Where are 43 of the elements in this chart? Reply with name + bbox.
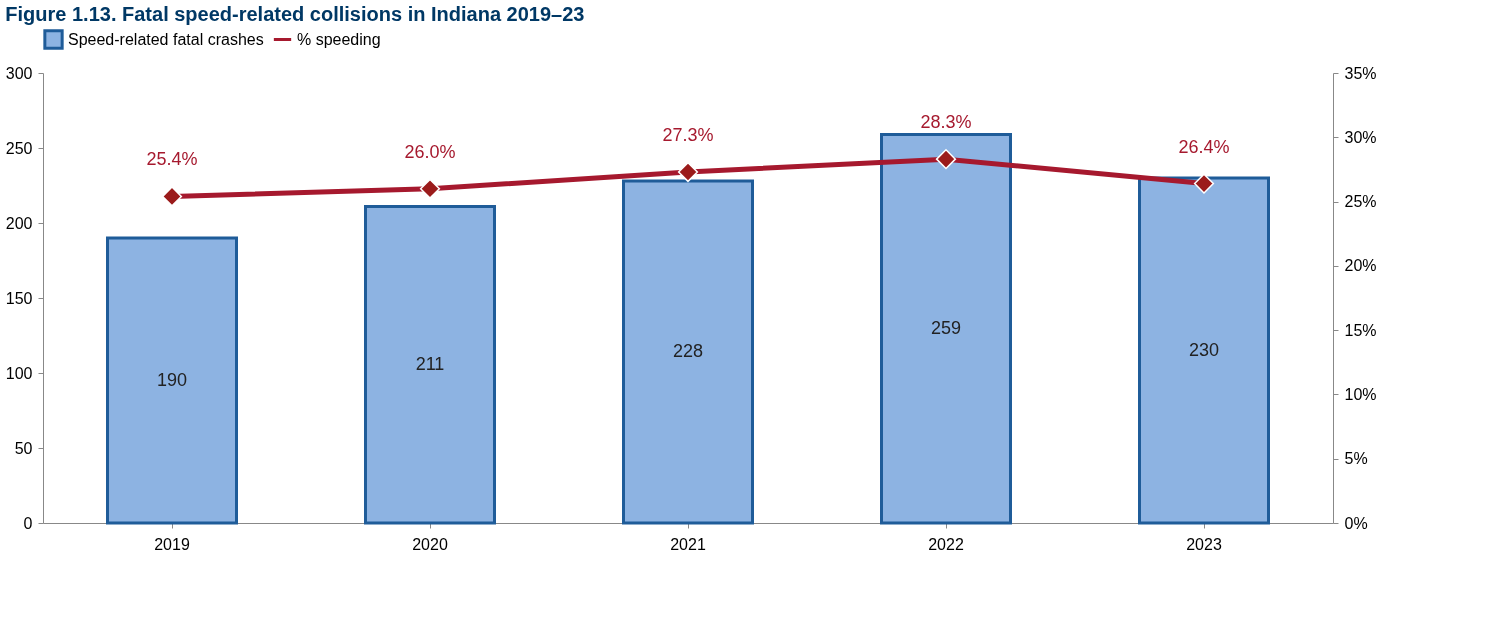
bar [106, 236, 238, 525]
x-tick-label: 2022 [928, 535, 964, 553]
data-label: 27.3% [662, 125, 714, 145]
y2-tick-label: 20% [1344, 257, 1377, 275]
y-tick-label: 0 [23, 514, 33, 532]
data-label: 230 [1188, 339, 1220, 360]
y-tick-label: 300 [5, 64, 33, 82]
bar [880, 133, 1012, 525]
point [161, 186, 183, 207]
y2-tick-label: 15% [1344, 321, 1377, 339]
x-tick-label: 2023 [1186, 535, 1222, 553]
y2-tick-label: 5% [1344, 450, 1368, 468]
y2-tick-label: 0% [1344, 514, 1368, 532]
data-label: 25.4% [146, 149, 198, 170]
y2-tick-label: 25% [1344, 193, 1377, 211]
data-label: 190 [156, 369, 188, 390]
legend-label: Speed-related fatal crashes [68, 30, 264, 48]
legend-label: % speeding [297, 30, 381, 48]
y-tick-label: 250 [5, 139, 33, 157]
bar [1138, 176, 1270, 525]
y2-tick-label: 30% [1344, 128, 1377, 146]
x-tick-label: 2019 [154, 535, 190, 553]
data-label: 259 [930, 317, 962, 338]
x-tick-label: 2020 [412, 535, 448, 553]
y2-tick-label: 10% [1344, 385, 1377, 403]
data-label: 28.3% [920, 112, 972, 133]
data-label: 211 [415, 353, 445, 374]
point [1193, 173, 1215, 194]
y-tick-label: 200 [5, 214, 33, 232]
y-tick-label: 150 [5, 289, 33, 307]
x-tick-label: 2021 [670, 535, 706, 553]
y2-tick-label: 35% [1344, 64, 1377, 82]
point [935, 149, 957, 170]
data-label: 228 [672, 341, 704, 361]
data-label: 26.4% [1178, 136, 1230, 157]
y-tick-label: 50 [14, 439, 33, 457]
bar [364, 205, 496, 525]
y-tick-label: 100 [5, 364, 33, 382]
point [419, 178, 441, 199]
chart-title: Figure 1.13. Fatal speed-related collisions in Indiana 2019–23 [5, 3, 585, 25]
bar [622, 179, 754, 525]
point [677, 161, 699, 183]
data-label: 26.0% [404, 141, 456, 162]
